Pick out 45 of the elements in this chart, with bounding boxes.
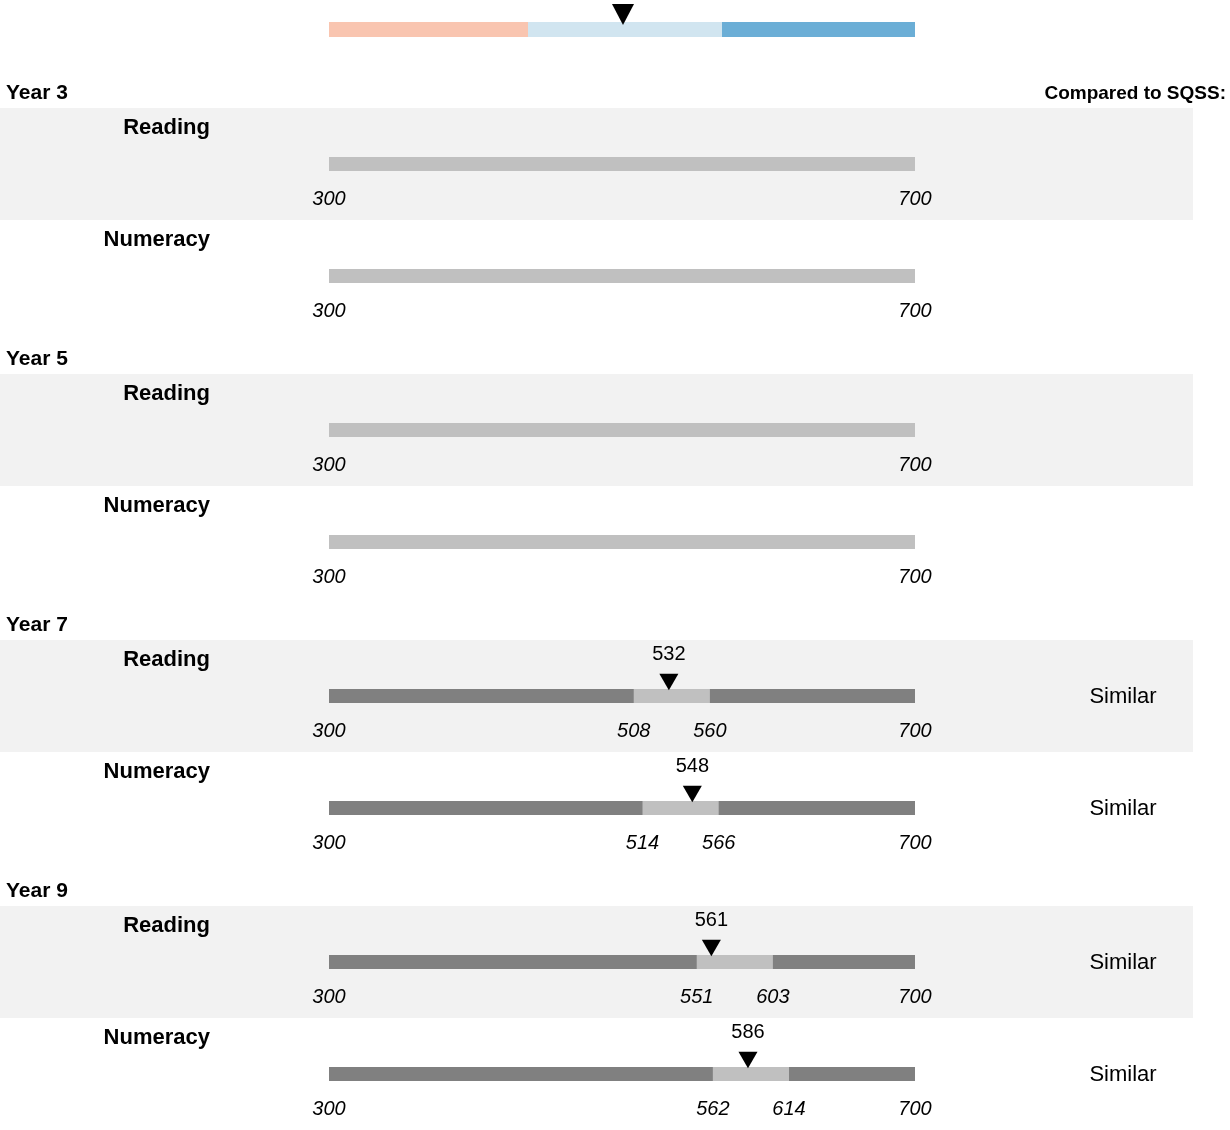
- x-tick-label: 603: [756, 984, 790, 1007]
- x-tick-label: 508: [617, 718, 651, 741]
- x-tick-label: 300: [312, 452, 346, 475]
- y-tick-label: Reading: [123, 912, 210, 938]
- text: Similar: [1089, 795, 1157, 821]
- text: Similar: [1089, 1061, 1157, 1087]
- x-tick-label: 300: [312, 984, 346, 1007]
- text: Similar: [1089, 949, 1157, 975]
- text: Compared to SQSS:: [1044, 82, 1226, 104]
- y-tick-label: Numeracy: [103, 492, 211, 518]
- x-tick-label: 700: [898, 984, 932, 1007]
- text: Year 5: [6, 346, 68, 370]
- x-tick-label: 566: [702, 830, 737, 853]
- x-tick-label: 700: [898, 564, 932, 587]
- x-tick-label: 300: [312, 564, 346, 587]
- x-tick-label: 700: [898, 452, 932, 475]
- x-tick-label: 700: [898, 1096, 932, 1119]
- x-tick-label: 700: [898, 186, 932, 209]
- data-label: 561: [694, 907, 729, 930]
- data-label: 548: [675, 753, 710, 776]
- x-tick-label: 560: [693, 718, 727, 741]
- x-tick-label: 700: [898, 830, 932, 853]
- x-tick-label: 551: [680, 984, 714, 1007]
- data-label: 586: [731, 1019, 765, 1042]
- x-tick-label: 300: [312, 186, 346, 209]
- x-tick-label: 300: [312, 298, 346, 321]
- x-tick-label: 614: [772, 1096, 806, 1119]
- text: Similar: [1089, 683, 1157, 709]
- text: Year 7: [6, 612, 68, 636]
- y-tick-label: Reading: [123, 380, 210, 406]
- x-tick-label: 300: [312, 718, 346, 741]
- y-tick-label: Reading: [123, 114, 210, 140]
- y-tick-label: Reading: [123, 646, 210, 672]
- y-tick-label: Numeracy: [103, 758, 211, 784]
- x-tick-label: 700: [898, 298, 932, 321]
- x-tick-label: 514: [625, 830, 660, 853]
- y-tick-label: Numeracy: [103, 226, 211, 252]
- x-tick-label: 300: [312, 1096, 346, 1119]
- x-tick-label: 562: [696, 1096, 730, 1119]
- x-tick-label: 700: [898, 718, 932, 741]
- text: Year 3: [6, 80, 68, 104]
- data-label: 532: [652, 641, 686, 664]
- y-tick-label: Numeracy: [103, 1024, 211, 1050]
- text: Year 9: [6, 878, 68, 902]
- x-tick-label: 300: [312, 830, 346, 853]
